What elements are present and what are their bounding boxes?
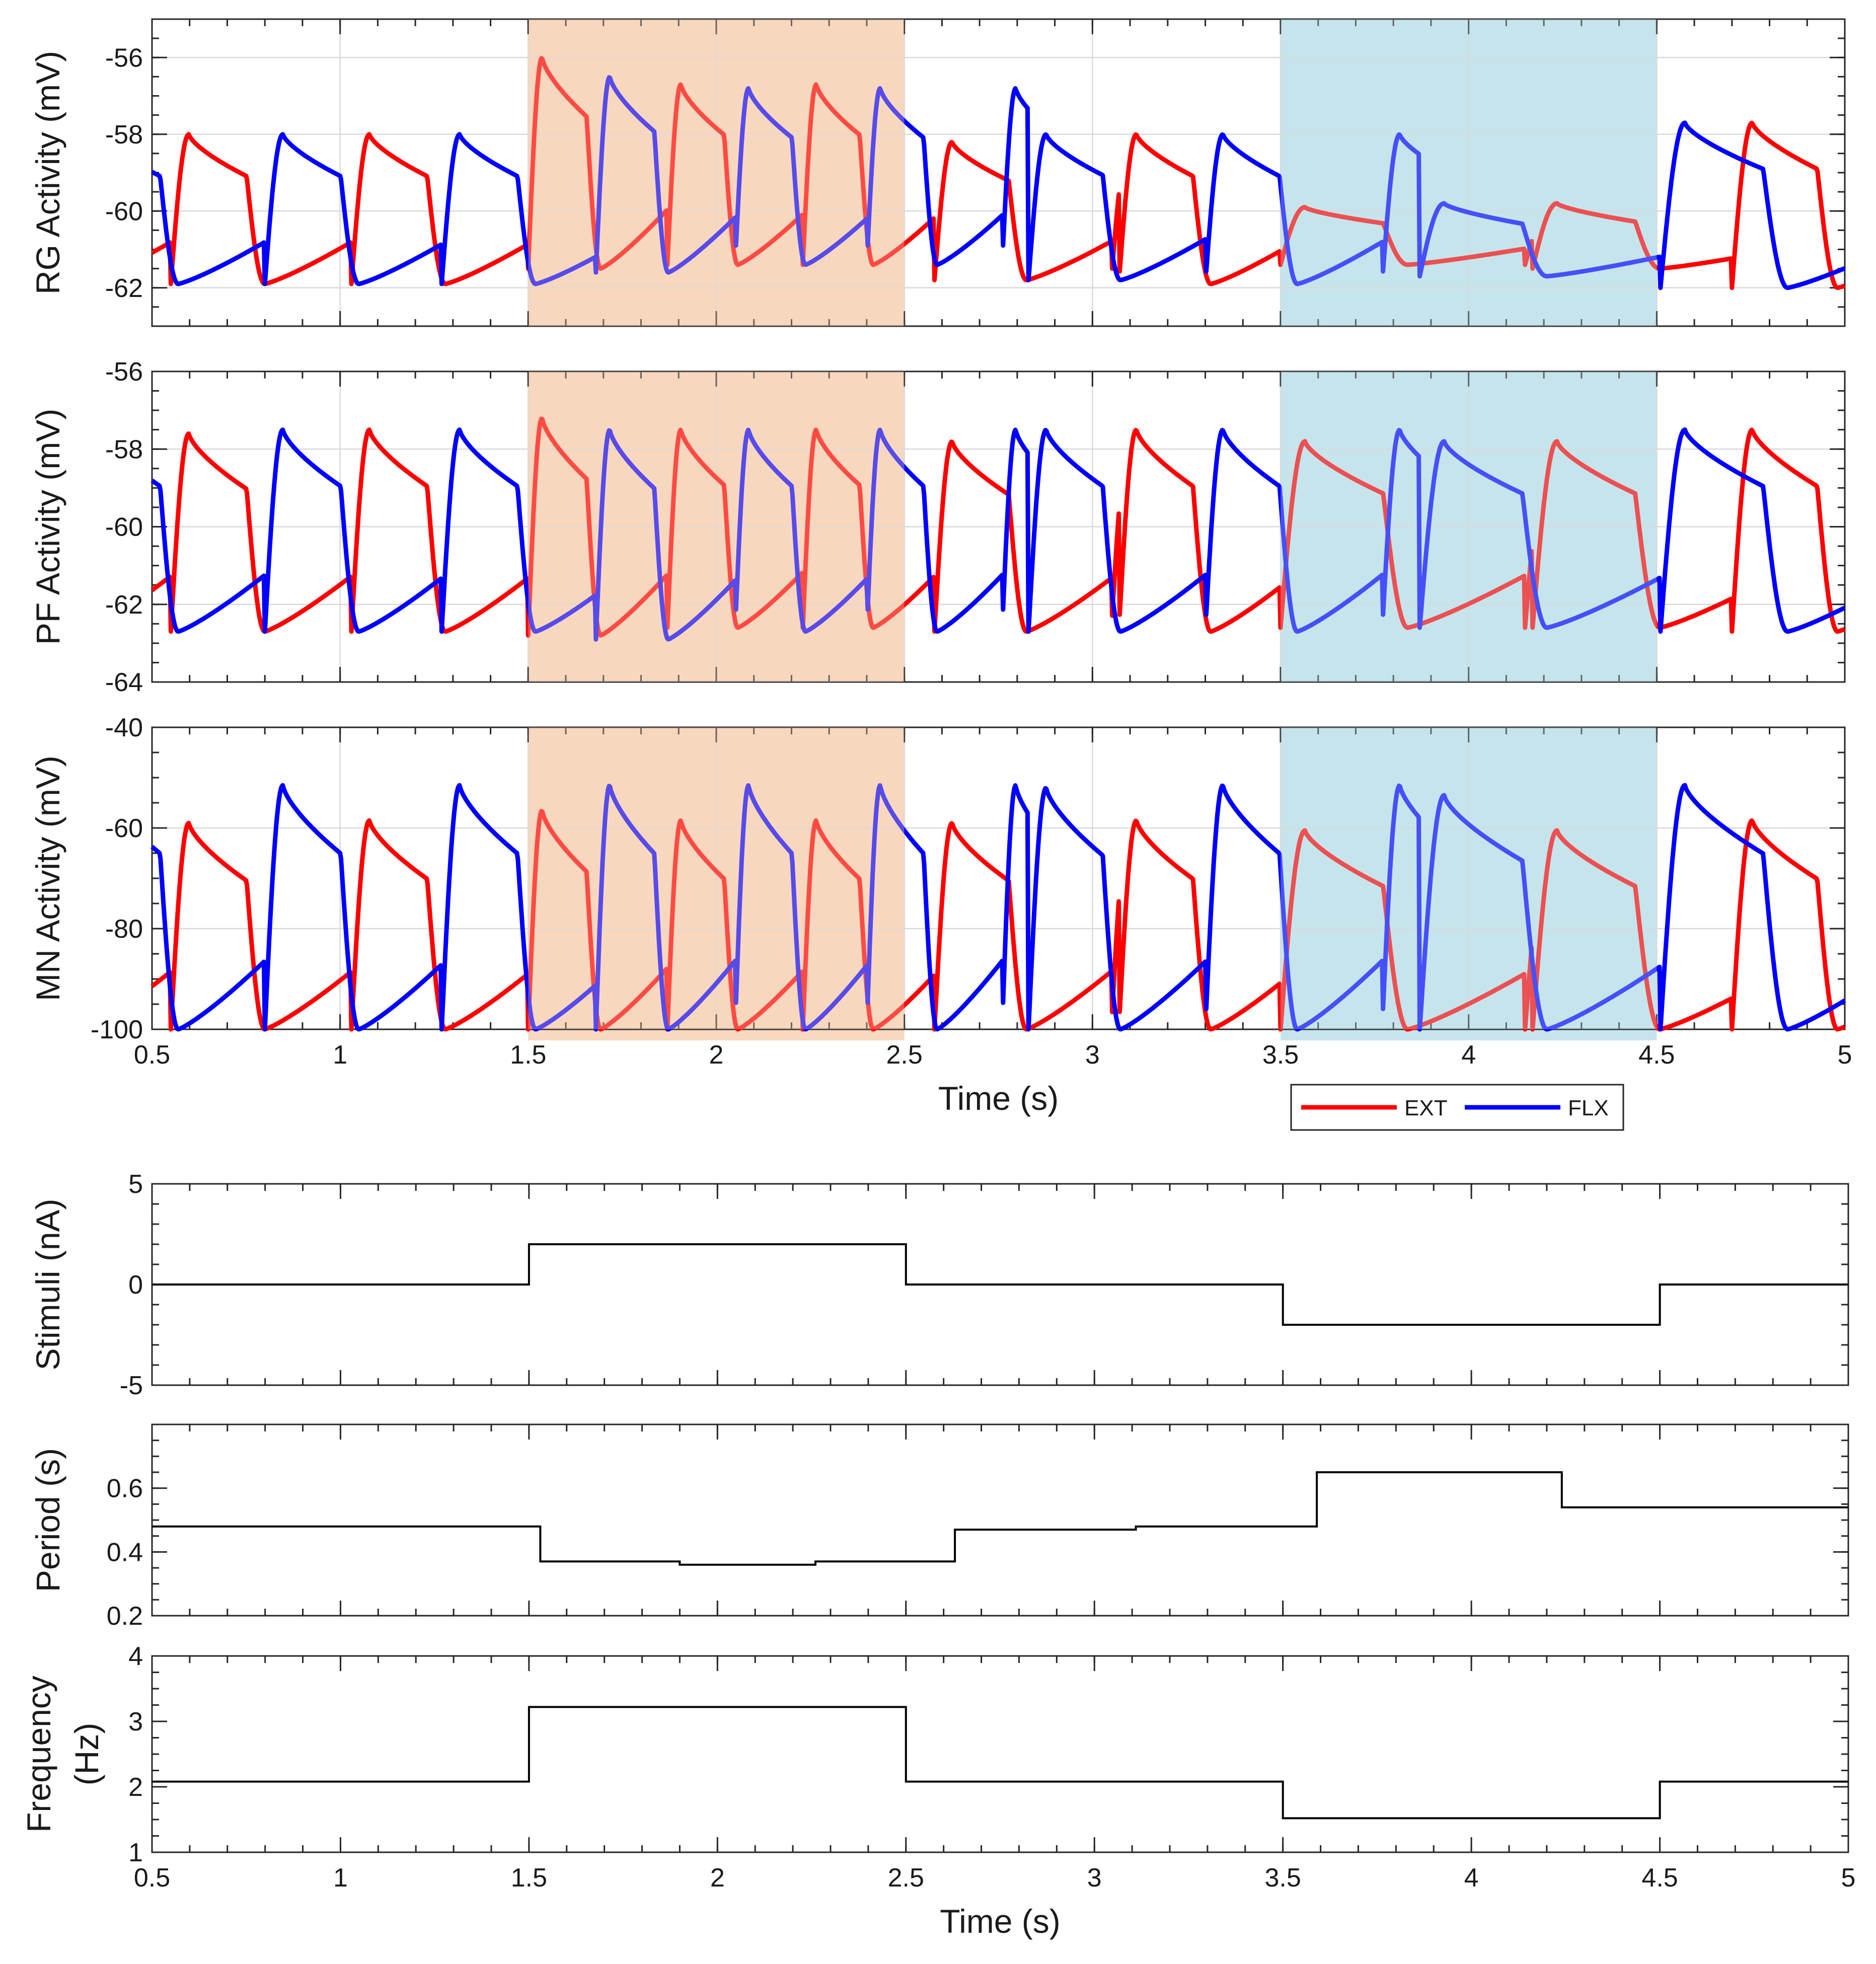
shaded-overlay-0 [528,19,905,326]
shaded-overlay-1 [1281,727,1657,1029]
y-tick-label: 0.4 [107,1538,143,1567]
series-line-ext [151,56,1846,290]
y-tick-label: 5 [128,1170,143,1199]
y-tick-label: 0.2 [107,1602,143,1631]
y-tick-label: 1 [128,1838,143,1867]
y-tick-label: 4 [128,1642,143,1671]
panel-pf: -56 -58 -60 -62 -64 PF Activity (mV) [29,357,1846,697]
y-tick-label: 2 [128,1773,143,1802]
legend-label-ext: EXT [1404,1096,1448,1120]
step-line-freq [152,1706,1848,1820]
y-axis-label-line: Frequency [20,1676,57,1833]
y-tick-label: -62 [105,590,143,620]
y-tick-label: 0 [128,1270,143,1300]
series-line-ext [151,416,1846,638]
x-tick-label: 1 [333,1863,348,1893]
x-tick-label: 1.5 [511,1863,547,1893]
x-axis-label: Time (s) [940,1903,1061,1940]
step-line-stim [152,1243,1848,1326]
legend-label-flx: FLX [1568,1096,1609,1120]
x-tick-label: 1 [333,1040,347,1070]
panel-rg: -56 -58 -60 -62 RG Activity (mV) [29,18,1846,327]
y-tick-label: -58 [105,435,143,464]
x-tick-label: 3 [1087,1863,1102,1893]
axes-frame [151,1423,1849,1617]
shaded-overlay-1 [1281,19,1657,326]
x-axis-label: Time (s) [938,1080,1059,1117]
y-tick-label: -62 [105,274,143,303]
series-line-flx [151,783,1846,1032]
axes-frame [151,1655,1849,1853]
y-tick-label: -60 [105,513,143,542]
y-axis-label: Period (s) [29,1448,66,1592]
x-tick-label: 0.5 [134,1863,170,1893]
y-tick-label: -64 [105,668,143,697]
x-tick-label: 3 [1085,1040,1100,1070]
x-tick-label: 3.5 [1262,1040,1299,1070]
legend: EXT FLX [1290,1084,1624,1131]
y-axis-label: Stimuli (nA) [29,1198,66,1370]
x-tick-label: 2 [709,1040,724,1070]
y-tick-label: 0.6 [107,1474,143,1503]
panel-period: 0.6 0.4 0.2 Period (s) [29,1423,1849,1631]
shaded-overlay-0 [528,727,905,1029]
y-axis-label: MN Activity (mV) [29,756,66,1001]
step-line-period [152,1471,1848,1566]
shaded-overlay-1 [1281,371,1657,682]
series-line-flx [151,75,1846,290]
y-tick-label: -100 [91,1015,143,1044]
y-axis-label: RG Activity (mV) [29,51,66,294]
y-tick-label: -60 [105,197,143,226]
x-tick-label: 4 [1461,1040,1476,1070]
x-tick-label: 2.5 [886,1040,923,1070]
x-tick-label: 4.5 [1638,1040,1675,1070]
y-axis-label-line: (Hz) [68,1723,105,1786]
y-tick-label: -40 [105,713,143,742]
x-tick-label: 5 [1841,1863,1856,1893]
y-tick-label: -60 [105,814,143,843]
y-tick-label: -58 [105,120,143,149]
x-tick-label: 5 [1838,1040,1852,1070]
y-tick-label: -5 [120,1371,143,1400]
panel-stim: 5 0 -5 Stimuli (nA) [29,1170,1849,1400]
y-tick-label: -80 [105,915,143,944]
x-tick-label: 3.5 [1265,1863,1301,1893]
y-tick-label: -56 [105,357,143,387]
x-tick-label: 2 [710,1863,725,1893]
y-tick-label: 3 [128,1707,143,1736]
x-tick-label: 4 [1464,1863,1479,1893]
shaded-overlay-0 [528,371,905,682]
y-axis-label: PF Activity (mV) [29,409,66,645]
series-line-flx [151,427,1846,642]
x-tick-label: 0.5 [134,1040,170,1070]
y-tick-label: -56 [105,43,143,72]
x-tick-label: 1.5 [510,1040,546,1070]
x-tick-label: 2.5 [888,1863,924,1893]
series-line-ext [151,809,1846,1032]
x-tick-label: 4.5 [1641,1863,1678,1893]
